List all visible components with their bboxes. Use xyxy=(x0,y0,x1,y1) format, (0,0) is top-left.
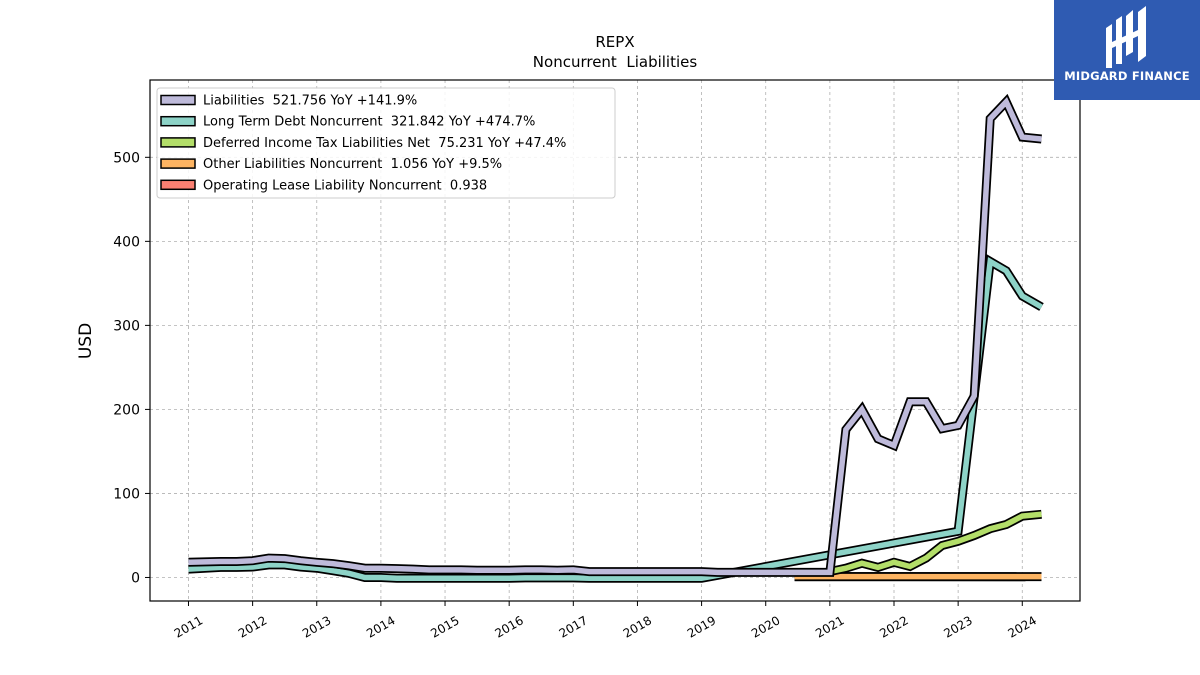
x-tick-label: 2015 xyxy=(428,613,461,640)
x-tick-label: 2014 xyxy=(364,613,397,640)
x-tick-label: 2016 xyxy=(492,613,525,640)
plot-frame xyxy=(149,79,1081,602)
x-tick-label: 2011 xyxy=(172,613,205,640)
legend-label: Operating Lease Liability Noncurrent 0.9… xyxy=(203,178,487,193)
legend-box xyxy=(156,87,616,199)
chart-subtitle: Noncurrent Liabilities xyxy=(533,53,698,71)
x-tick-label: 2023 xyxy=(941,613,974,640)
legend: Liabilities 521.756 YoY +141.9% Long Term… xyxy=(156,87,616,199)
series-line xyxy=(188,257,1043,582)
y-tick-label: 0 xyxy=(131,570,140,586)
x-tick-label: 2017 xyxy=(557,613,590,640)
legend-swatch xyxy=(160,115,196,127)
y-tick-label: 200 xyxy=(113,402,140,418)
legend-label: Deferred Income Tax Liabilities Net 75.2… xyxy=(203,136,566,151)
series-liabilities xyxy=(188,93,1042,577)
series-layer xyxy=(188,93,1044,583)
logo-mark-icon xyxy=(1106,6,1146,68)
legend-swatch xyxy=(160,179,196,191)
x-tick-label: 2020 xyxy=(749,613,782,640)
y-tick-label: 400 xyxy=(113,234,140,250)
brand-logo: MIDGARD FINANCE xyxy=(1054,0,1200,100)
series-line xyxy=(829,511,1042,575)
x-tick-label: 2019 xyxy=(685,613,718,640)
chart-title: REPX xyxy=(595,33,634,51)
series-line xyxy=(188,96,1042,576)
x-tick-label: 2013 xyxy=(300,613,333,640)
x-tick-label: 2012 xyxy=(236,613,269,640)
y-tick-label: 300 xyxy=(113,318,140,334)
x-tick-label: 2018 xyxy=(621,613,654,640)
brand-name: MIDGARD FINANCE xyxy=(1064,69,1190,83)
legend-swatch xyxy=(160,137,196,148)
x-tick-label: 2022 xyxy=(877,613,910,640)
series-deferred-income-tax-liabilities-net xyxy=(828,509,1042,577)
legend-label: Long Term Debt Noncurrent 321.842 YoY +4… xyxy=(203,115,535,130)
legend-label: Liabilities 521.756 YoY +141.9% xyxy=(203,94,417,109)
legend-label: Other Liabilities Noncurrent 1.056 YoY +… xyxy=(203,157,502,172)
x-tick-label: 2024 xyxy=(1006,613,1039,640)
y-axis-label: USD xyxy=(76,323,96,359)
y-tick-label: 500 xyxy=(113,150,140,166)
legend-swatch xyxy=(160,94,196,106)
legend-swatch xyxy=(160,158,196,169)
series-long-term-debt-noncurrent xyxy=(188,254,1044,583)
x-tick-label: 2021 xyxy=(813,613,846,640)
y-tick-label: 100 xyxy=(113,486,140,502)
